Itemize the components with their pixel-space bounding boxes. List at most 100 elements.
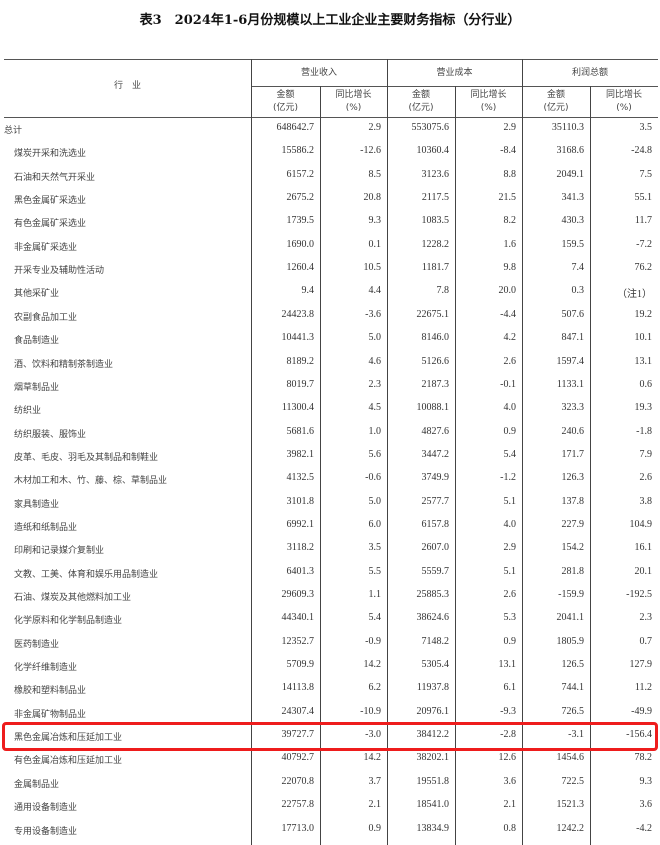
table-cell: 5.3 <box>503 612 517 624</box>
table-cell: 240.6 <box>561 425 585 437</box>
table-cell: 3.6 <box>503 775 517 787</box>
table-cell: 1242.2 <box>556 822 585 834</box>
table-cell: 13834.9 <box>416 822 450 834</box>
table-cell: -9.3 <box>500 705 516 717</box>
table-cell: 11300.4 <box>281 402 314 414</box>
industry-name: 纺织服装、服饰业 <box>14 429 87 440</box>
industry-name: 皮革、毛皮、羽毛及其制品和制鞋业 <box>14 452 159 463</box>
table-cell: 35110.3 <box>551 122 584 133</box>
column-divider <box>251 59 252 845</box>
table-cell: 5709.9 <box>286 659 315 671</box>
table-cell: 6157.2 <box>286 168 315 180</box>
industry-name: 文教、工美、体育和娱乐用品制造业 <box>14 569 159 580</box>
table-cell: 4.0 <box>503 402 517 414</box>
industry-name: 石油、煤炭及其他燃料加工业 <box>14 593 132 603</box>
table-cell: 20976.1 <box>416 705 450 717</box>
table-cell: 3749.9 <box>421 472 450 484</box>
table-cell: 0.9 <box>368 822 382 834</box>
table-cell: 1083.5 <box>421 215 450 227</box>
industry-name: 化学原料和化学制品制造业 <box>14 616 123 627</box>
table-cell: 171.7 <box>561 448 585 460</box>
industry-name: 有色金属冶炼和压延加工业 <box>14 756 123 767</box>
table-cell: 3101.8 <box>286 495 315 507</box>
table-cell: 8.5 <box>368 168 382 180</box>
table-cell: 0.8 <box>503 822 517 834</box>
industry-name: 家具制造业 <box>14 499 60 510</box>
industry-name: 橡胶和塑料制品业 <box>14 686 87 697</box>
table-cell: 3.8 <box>639 495 653 507</box>
table-cell: 10.1 <box>634 332 653 344</box>
table-cell: 159.5 <box>561 238 585 250</box>
table-cell: 5305.4 <box>421 659 450 671</box>
table-cell: 21.5 <box>498 192 517 204</box>
industry-name: 通用设备制造业 <box>14 803 78 814</box>
table-cell: 9.3 <box>368 215 382 227</box>
table-cell: 22070.8 <box>281 775 315 787</box>
header-growth-unit: (%) <box>616 103 632 113</box>
table-cell: 39727.7 <box>281 729 315 741</box>
table-cell: 9.4 <box>301 285 315 297</box>
table-cell: 19551.8 <box>416 775 450 787</box>
header-growth-unit: (%) <box>480 103 497 113</box>
table-cell: 507.6 <box>561 308 585 320</box>
table-cell: 1.6 <box>503 238 517 250</box>
table-cell: 20.0 <box>498 285 517 297</box>
industry-name: 煤炭开采和洗选业 <box>14 149 87 160</box>
table-cell: 137.8 <box>561 495 585 507</box>
table-cell: 11937.8 <box>416 682 449 694</box>
header-amount-unit: (亿元) <box>272 103 299 113</box>
table-cell: 2187.3 <box>421 378 450 390</box>
table-cell: -10.9 <box>360 705 381 717</box>
table-cell: 1521.3 <box>556 799 585 811</box>
table-cell: 2.3 <box>368 378 382 390</box>
table-cell: 104.9 <box>629 518 653 530</box>
table-cell: 1.0 <box>368 425 382 437</box>
table-cell: 8146.0 <box>421 332 450 344</box>
header-amount-unit: (亿元) <box>543 103 569 113</box>
industry-name: 木材加工和木、竹、藤、棕、草制品业 <box>14 476 168 487</box>
industry-name: 石油和天然气开采业 <box>14 172 96 183</box>
table-cell: 76.2 <box>634 262 653 274</box>
industry-name: 开采专业及辅助性活动 <box>14 266 105 277</box>
table-cell: 10088.1 <box>416 402 450 414</box>
table-cell: 5126.6 <box>421 355 450 367</box>
table-cell: 1597.4 <box>556 355 585 367</box>
table-cell: 14113.8 <box>281 682 314 694</box>
table-cell: 7.9 <box>639 448 653 460</box>
table-cell: 13.1 <box>634 355 653 367</box>
table-cell: 2117.5 <box>421 192 449 204</box>
table-cell: 6.0 <box>368 518 382 530</box>
table-cell: 323.3 <box>561 402 585 414</box>
table-cell: 20.1 <box>634 565 653 577</box>
table-cell: 126.3 <box>561 472 585 484</box>
table-cell: 1181.7 <box>421 262 449 274</box>
column-divider <box>320 86 321 845</box>
table-cell: -0.9 <box>365 635 381 647</box>
industry-name: 造纸和纸制品业 <box>14 522 78 533</box>
table-cell: 6992.1 <box>286 518 315 530</box>
table-cell: 127.9 <box>629 659 653 671</box>
header-group: 营业成本 <box>436 68 473 78</box>
table-cell: 38202.1 <box>416 752 450 764</box>
header-amount: 金额 <box>276 90 295 100</box>
column-divider <box>387 59 388 845</box>
table-cell: 4.6 <box>368 355 382 367</box>
header-amount-unit: (亿元) <box>408 103 434 113</box>
table-cell: 1260.4 <box>286 262 315 274</box>
table-cell: 78.2 <box>634 752 653 764</box>
table-cell: -0.1 <box>500 378 516 390</box>
table-cell: 6401.3 <box>286 565 315 577</box>
table-cell: 2607.0 <box>421 542 450 554</box>
header-growth: 同比增长 <box>605 90 642 100</box>
table-cell: 5681.6 <box>286 425 315 437</box>
table-cell: 5559.7 <box>421 565 450 577</box>
table-cell: 1805.9 <box>556 635 585 647</box>
column-divider <box>522 59 523 845</box>
table-cell: -159.9 <box>558 589 584 600</box>
table-cell: 3.7 <box>368 775 382 787</box>
table-cell: 9.3 <box>639 775 653 787</box>
table-cell: 0.1 <box>368 238 382 250</box>
table-cell: -192.5 <box>626 589 652 600</box>
table-cell: 2049.1 <box>556 168 585 180</box>
table-cell: 1.1 <box>368 589 382 600</box>
